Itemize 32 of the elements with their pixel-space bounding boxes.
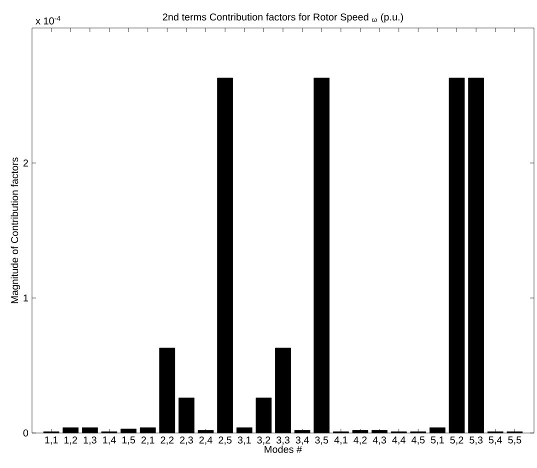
chart-title: 2nd terms Contribution factors for Rotor Speed $_{ω}$ (p.u.) <box>162 13 404 22</box>
x-tick-label: 3,3 <box>276 436 290 445</box>
y-tick-label: 1 <box>24 294 28 302</box>
x-tick-label: 4,4 <box>392 436 406 445</box>
y-tick-label: 0 <box>23 429 28 437</box>
x-tick-label: 5,5 <box>508 436 522 445</box>
text: x 10$^{-4}$ <box>36 16 60 24</box>
x-tick-label: 1,5 <box>122 436 136 445</box>
x-tick-label: 4,5 <box>411 436 425 445</box>
x-tick-label: 5,1 <box>430 436 444 445</box>
x-tick-label: 4,1 <box>334 436 348 445</box>
x-tick-label: 4,3 <box>372 436 386 445</box>
x-tick-label: 1,1 <box>45 436 58 445</box>
x-tick-label: 1,3 <box>84 436 96 445</box>
x-tick-label: 3,2 <box>257 436 270 445</box>
x-tick-label: 3,4 <box>296 436 309 445</box>
x-tick-label: 3,5 <box>315 436 328 445</box>
x-tick-label: 1,4 <box>103 436 116 445</box>
x-tick-label: 3,1 <box>238 436 251 445</box>
x-tick-label: 2,3 <box>180 436 193 445</box>
x-tick-label: 2,2 <box>160 436 174 445</box>
x-tick-label: 1,2 <box>64 436 78 445</box>
x-tick-label: 5,2 <box>450 436 464 445</box>
x-tick-label: 5,3 <box>470 436 483 445</box>
y-tick-label: 2 <box>23 160 28 166</box>
x-tick-label: 2,1 <box>141 436 154 445</box>
x-tick-label: 4,2 <box>354 436 367 445</box>
x-axis-title: Modes # <box>264 446 302 453</box>
x-tick-label: 2,4 <box>199 436 212 445</box>
y-axis-title: Magnitude of Contribution factors <box>10 158 20 304</box>
x-tick-label: 2,5 <box>218 436 232 445</box>
x-tick-label: 5,4 <box>488 436 502 445</box>
